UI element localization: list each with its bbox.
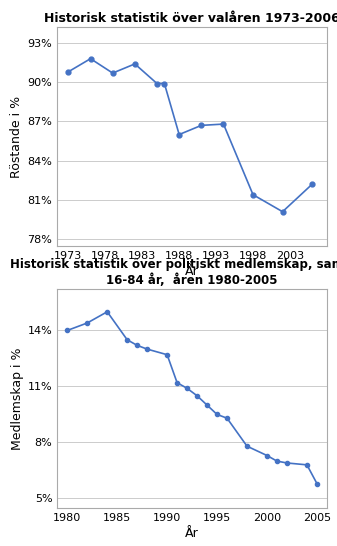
- Title: Historisk statistik över politiskt medlemskap, samtliga
16-84 år,  åren 1980-200: Historisk statistik över politiskt medle…: [10, 258, 337, 287]
- X-axis label: År: År: [185, 265, 199, 278]
- X-axis label: År: År: [185, 527, 199, 540]
- Title: Historisk statistik över valåren 1973-2006: Historisk statistik över valåren 1973-20…: [44, 12, 337, 25]
- Y-axis label: Medlemskap i %: Medlemskap i %: [10, 347, 24, 450]
- Y-axis label: Röstande i %: Röstande i %: [10, 96, 23, 177]
